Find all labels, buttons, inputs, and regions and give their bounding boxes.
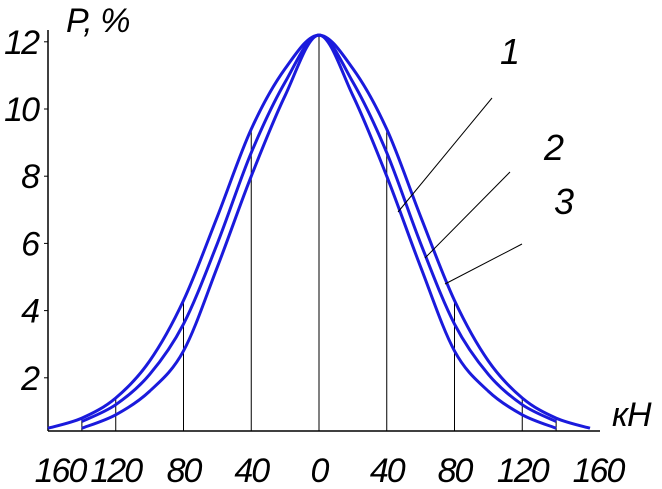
x-tick-label: 80	[438, 452, 474, 489]
x-tick-label: 120	[90, 452, 143, 489]
curve-label-3: 3	[554, 181, 574, 222]
leader-line-2	[424, 171, 511, 259]
x-tick-label: 120	[497, 452, 550, 489]
y-tick-label: 10	[4, 91, 40, 129]
series-line-3	[47, 33, 591, 430]
x-tick-label: 160	[35, 452, 88, 489]
x-tick-label: 40	[370, 452, 406, 489]
x-tick-label: 40	[234, 452, 270, 489]
x-tick-label: 160	[573, 452, 626, 489]
curve-label-1: 1	[500, 31, 520, 72]
x-axis-label: кН	[612, 396, 652, 434]
leader-line-3	[444, 243, 523, 285]
y-tick-label: 12	[4, 24, 40, 62]
leader-line-1	[397, 97, 493, 213]
y-tick-label: 8	[21, 158, 40, 196]
curve-label-2: 2	[543, 127, 564, 168]
y-tick-label: 4	[21, 293, 39, 331]
x-tick-labels: 160 120 80 40 0 40 80 120 160	[35, 452, 628, 489]
y-tick-label: 2	[20, 360, 40, 398]
x-tick-label: 0	[311, 452, 330, 489]
y-tick-label: 6	[21, 225, 40, 263]
curves	[47, 33, 591, 430]
x-tick-label: 80	[167, 452, 203, 489]
y-axis-label: P, %	[66, 2, 129, 40]
y-tick-labels: 2 4 6 8 10 12	[4, 24, 48, 398]
